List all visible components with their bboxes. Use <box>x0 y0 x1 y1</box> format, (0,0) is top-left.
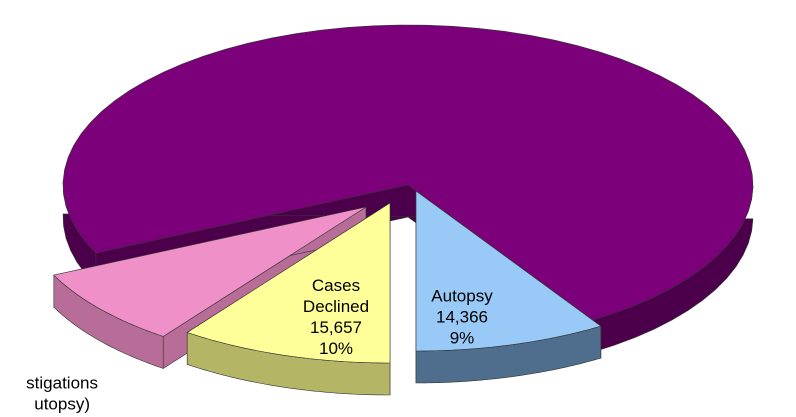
slice <box>415 190 602 384</box>
slice-label: utopsy) <box>34 394 90 413</box>
slice-label: stigations <box>26 373 98 392</box>
slice-label: 14,366 <box>436 307 488 326</box>
slice-top <box>186 202 391 364</box>
slice-label: 9% <box>450 328 475 347</box>
slice-label: 10% <box>319 339 353 358</box>
slice-top <box>62 24 754 321</box>
slice-top <box>53 206 367 337</box>
slice <box>186 202 391 396</box>
slice-label: Autopsy <box>431 286 493 305</box>
slice-label: Cases <box>312 276 360 295</box>
slice-top <box>415 190 602 352</box>
slice-label: 15,657 <box>310 318 362 337</box>
slice-label: Declined <box>303 297 369 316</box>
